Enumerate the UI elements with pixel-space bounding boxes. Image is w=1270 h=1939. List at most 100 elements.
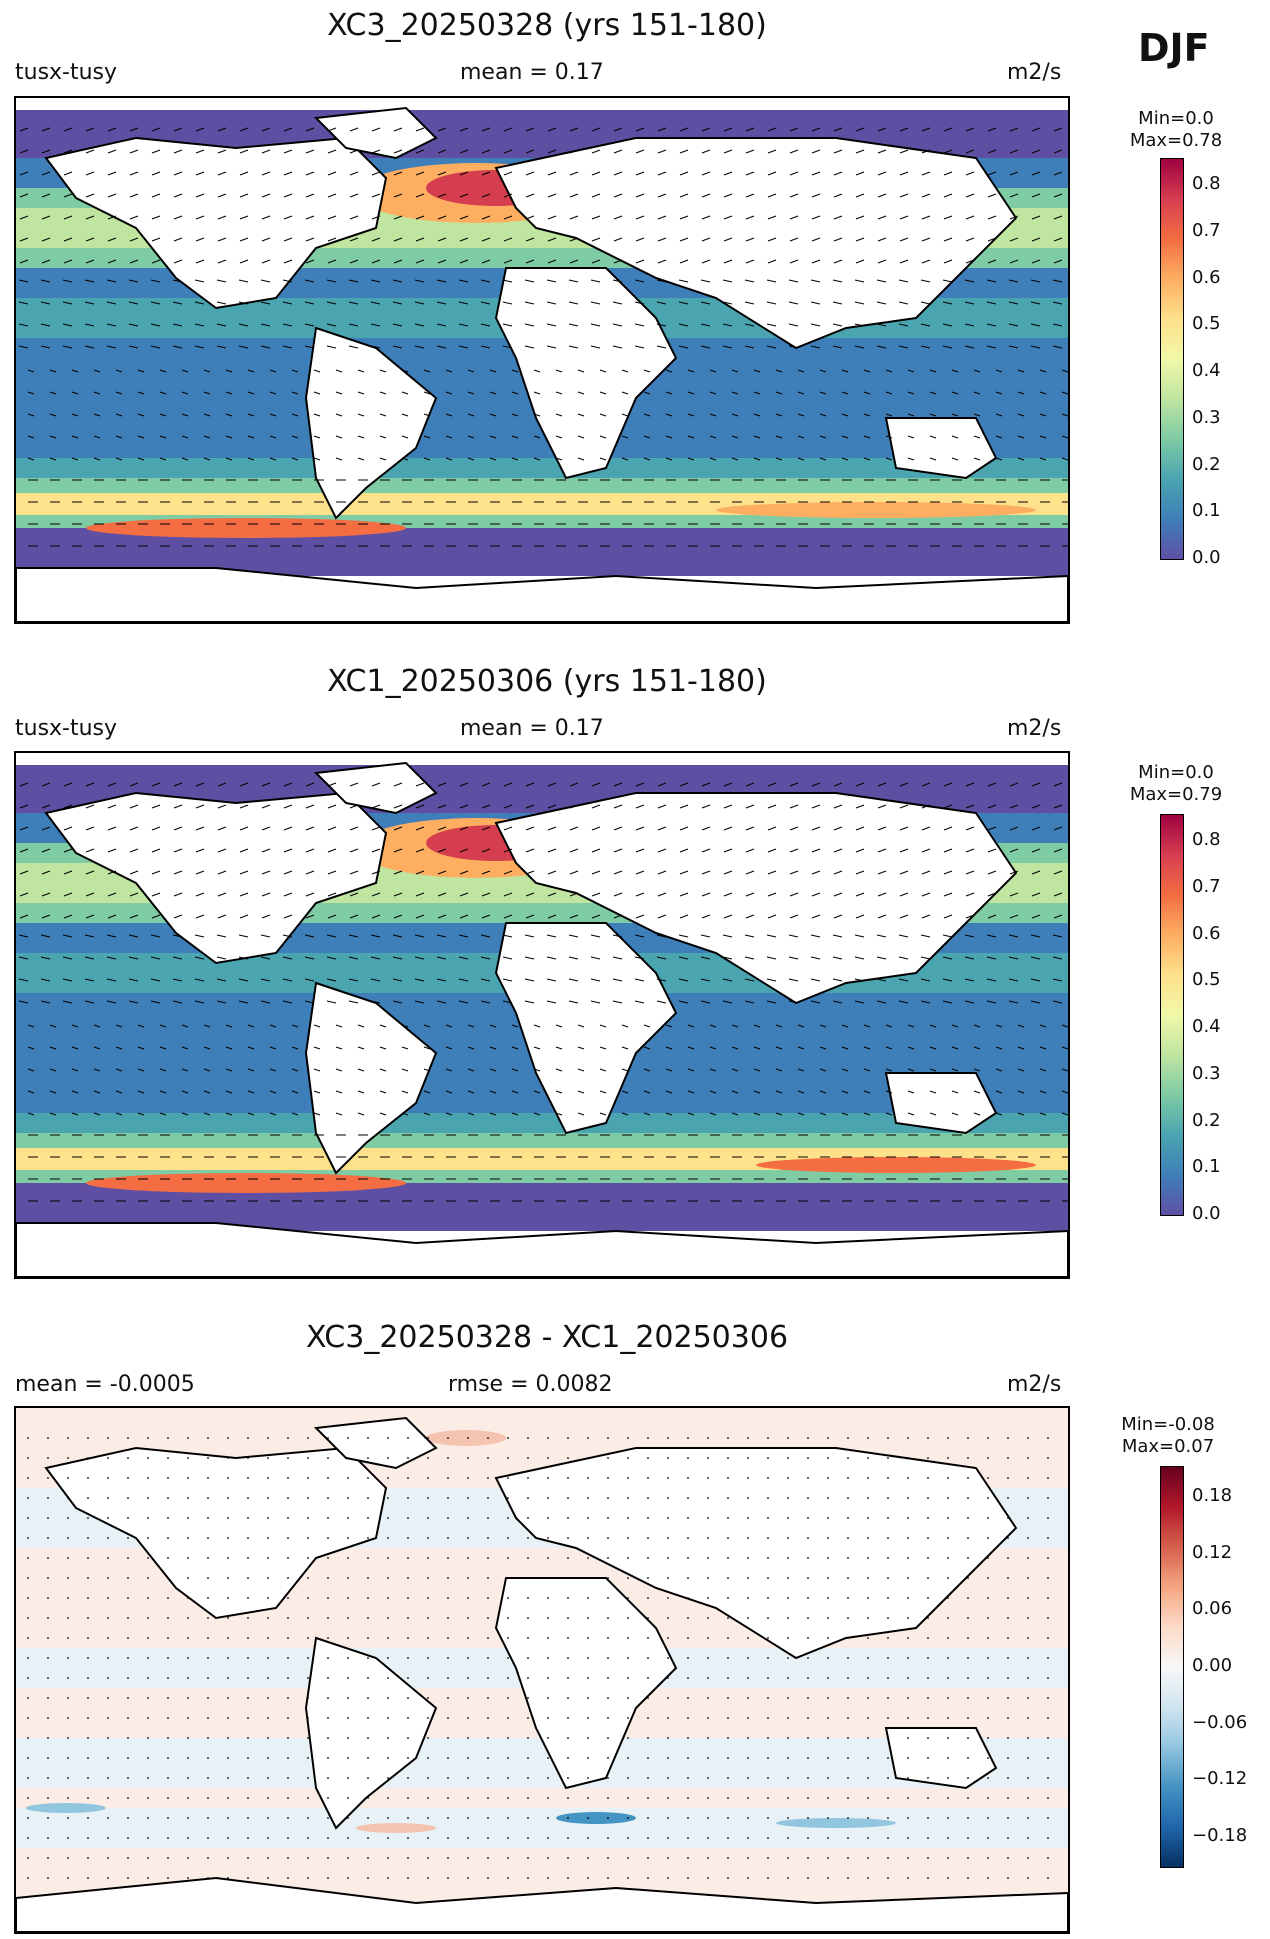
wind-vector-dot	[567, 1717, 569, 1719]
wind-vector-dot	[527, 1817, 529, 1819]
wind-vector	[907, 369, 915, 373]
wind-vector	[1030, 956, 1041, 960]
wind-vector	[305, 892, 315, 897]
wind-vector-dot	[327, 1657, 329, 1659]
wind-vector-dot	[407, 1877, 409, 1879]
wind-vector-dot	[727, 1517, 729, 1519]
wind-vector-dot	[407, 1657, 409, 1659]
wind-vector	[547, 193, 557, 198]
wind-vector	[700, 956, 711, 960]
wind-vector-dot	[567, 1837, 569, 1839]
wind-vector	[943, 171, 953, 176]
wind-vector-dot	[547, 1477, 549, 1479]
wind-vector	[49, 1112, 57, 1116]
wind-vector-dot	[267, 1577, 269, 1579]
wind-vector	[49, 435, 57, 439]
wind-vector	[467, 391, 475, 395]
wind-vector	[832, 279, 843, 283]
wind-vector	[305, 804, 315, 809]
wind-vector	[987, 259, 997, 264]
wind-vector-dot	[107, 1697, 109, 1699]
wind-vector-dot	[1047, 1877, 1049, 1879]
wind-vector	[731, 1112, 739, 1116]
wind-vector	[467, 457, 475, 461]
wind-vector	[899, 826, 909, 831]
wind-vector-dot	[367, 1477, 369, 1479]
wind-vector-dot	[847, 1757, 849, 1759]
wind-vector	[348, 934, 359, 938]
wind-vector	[569, 782, 579, 787]
wind-vector	[335, 369, 343, 373]
wind-vector	[1052, 1000, 1063, 1004]
wind-vector-dot	[247, 1817, 249, 1819]
wind-vector	[41, 870, 51, 875]
wind-vector-dot	[1027, 1837, 1029, 1839]
wind-vector	[371, 193, 381, 198]
wind-vector	[885, 1112, 893, 1116]
wind-vector	[269, 1112, 277, 1116]
wind-vector	[797, 435, 805, 439]
wind-vector	[590, 279, 601, 283]
wind-vector	[172, 978, 183, 982]
wind-vector-dot	[147, 1757, 149, 1759]
wind-vector	[195, 870, 205, 875]
wind-vector-dot	[107, 1497, 109, 1499]
wind-vector	[833, 892, 843, 897]
wind-vector-dot	[47, 1437, 49, 1439]
wind-vector	[533, 1046, 541, 1050]
wind-vector	[709, 369, 717, 373]
wind-vector	[973, 1068, 981, 1072]
wind-vector-dot	[127, 1677, 129, 1679]
wind-vector-dot	[227, 1717, 229, 1719]
wind-vector	[1052, 978, 1063, 982]
wind-vector-dot	[347, 1477, 349, 1479]
wind-vector-dot	[907, 1877, 909, 1879]
wind-vector-dot	[1047, 1837, 1049, 1839]
wind-vector-dot	[487, 1437, 489, 1439]
wind-vector-dot	[907, 1457, 909, 1459]
wind-vector-dot	[127, 1557, 129, 1559]
wind-vector	[357, 1024, 365, 1028]
wind-vector-dot	[867, 1597, 869, 1599]
wind-vector-dot	[487, 1737, 489, 1739]
wind-vector	[357, 1090, 365, 1094]
wind-vector-dot	[287, 1557, 289, 1559]
wind-vector-dot	[567, 1437, 569, 1439]
wind-vector	[877, 127, 887, 132]
wind-vector	[591, 215, 601, 220]
wind-vector	[612, 345, 623, 349]
wind-vector	[437, 215, 447, 220]
wind-vector	[621, 1068, 629, 1072]
panel-1-colorbar-min: Min=0.0	[1138, 108, 1214, 129]
wind-vector	[1009, 914, 1019, 919]
wind-vector	[269, 435, 277, 439]
wind-vector	[181, 1024, 189, 1028]
wind-vector	[533, 1068, 541, 1072]
wind-vector-dot	[207, 1477, 209, 1479]
wind-vector	[591, 782, 601, 787]
wind-vector-dot	[947, 1637, 949, 1639]
wind-vector	[159, 1046, 167, 1050]
wind-vector	[261, 782, 271, 787]
wind-vector-dot	[467, 1697, 469, 1699]
wind-vector	[445, 369, 453, 373]
wind-vector	[305, 171, 315, 176]
wind-vector	[371, 215, 381, 220]
wind-vector	[247, 1046, 255, 1050]
wind-vector-dot	[847, 1597, 849, 1599]
wind-vector-dot	[407, 1717, 409, 1719]
wind-vector	[423, 1024, 431, 1028]
wind-vector	[547, 914, 557, 919]
wind-vector	[41, 892, 51, 897]
wind-vector	[951, 391, 959, 395]
wind-vector-dot	[507, 1477, 509, 1479]
wind-vector-dot	[307, 1537, 309, 1539]
wind-vector-dot	[507, 1457, 509, 1459]
wind-vector	[481, 215, 491, 220]
wind-vector	[951, 435, 959, 439]
wind-vector-dot	[807, 1857, 809, 1859]
wind-vector	[151, 259, 161, 264]
wind-vector	[357, 457, 365, 461]
wind-vector	[335, 1068, 343, 1072]
wind-vector-dot	[307, 1477, 309, 1479]
